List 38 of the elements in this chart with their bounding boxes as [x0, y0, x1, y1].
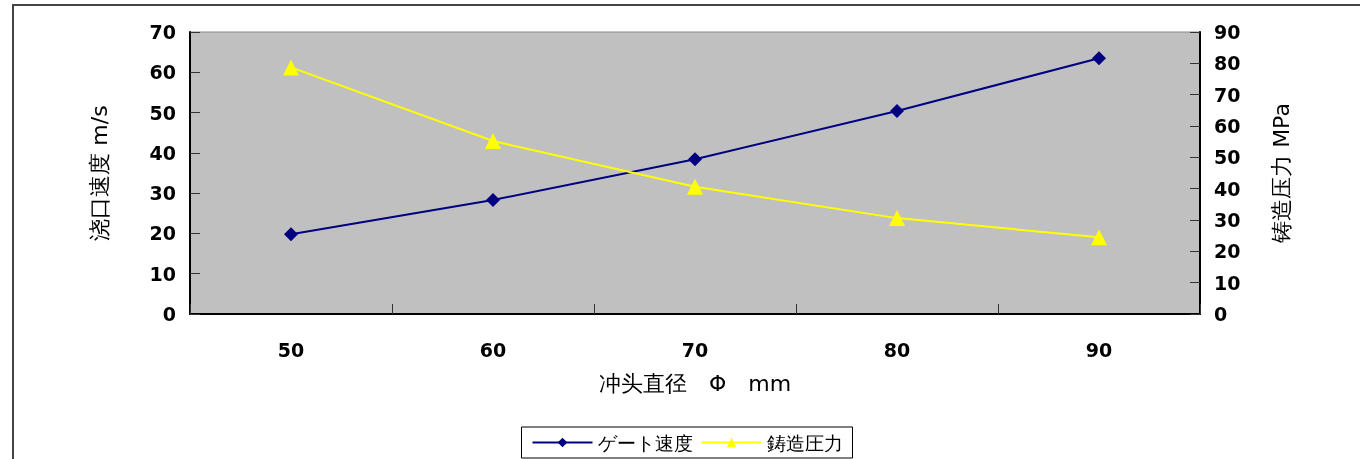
y2-tick-label: 20 [1214, 240, 1241, 263]
x-tick-label: 90 [1085, 338, 1113, 361]
y2-tick-label: 70 [1214, 83, 1241, 106]
y2-tick-label: 50 [1214, 146, 1241, 169]
point [1091, 229, 1107, 246]
point [486, 192, 500, 207]
point [688, 152, 702, 167]
y-tick-label: 40 [149, 141, 176, 164]
point [485, 133, 501, 150]
point [889, 210, 905, 227]
point [890, 103, 904, 118]
y-tick-label: 10 [149, 262, 176, 285]
y-tick-label: 60 [149, 61, 176, 84]
point [1092, 51, 1106, 66]
y-tick-label: 70 [149, 21, 176, 43]
x-tick-label: 80 [883, 338, 911, 361]
y2-tick-label: 80 [1214, 52, 1241, 75]
y2-tick-label: 40 [1214, 177, 1241, 200]
legend-label: 鋳造圧力 [766, 431, 843, 454]
y2-tick-label: 0 [1214, 303, 1228, 325]
y2-tick-label: 60 [1214, 115, 1241, 137]
y-tick-label: 20 [149, 222, 176, 245]
y-tick-label: 30 [149, 182, 176, 205]
legend-label: ゲート速度 [597, 431, 693, 454]
x-tick-label: 50 [277, 338, 305, 361]
point [284, 227, 298, 242]
point [687, 178, 703, 195]
y-axis-title: 浇口速度 m/s [86, 105, 112, 241]
point [283, 59, 299, 76]
y2-axis-title: 铸造压力 MPa [1268, 103, 1294, 244]
y-tick-label: 0 [162, 303, 176, 325]
y2-tick-label: 90 [1214, 21, 1241, 43]
x-tick-label: 70 [681, 338, 709, 361]
y2-tick-label: 30 [1214, 209, 1241, 231]
y2-tick-label: 10 [1214, 271, 1241, 294]
x-tick-label: 60 [479, 338, 507, 361]
y-tick-label: 50 [149, 101, 176, 124]
x-axis-title: 冲头直径 Φ mm [598, 370, 792, 396]
